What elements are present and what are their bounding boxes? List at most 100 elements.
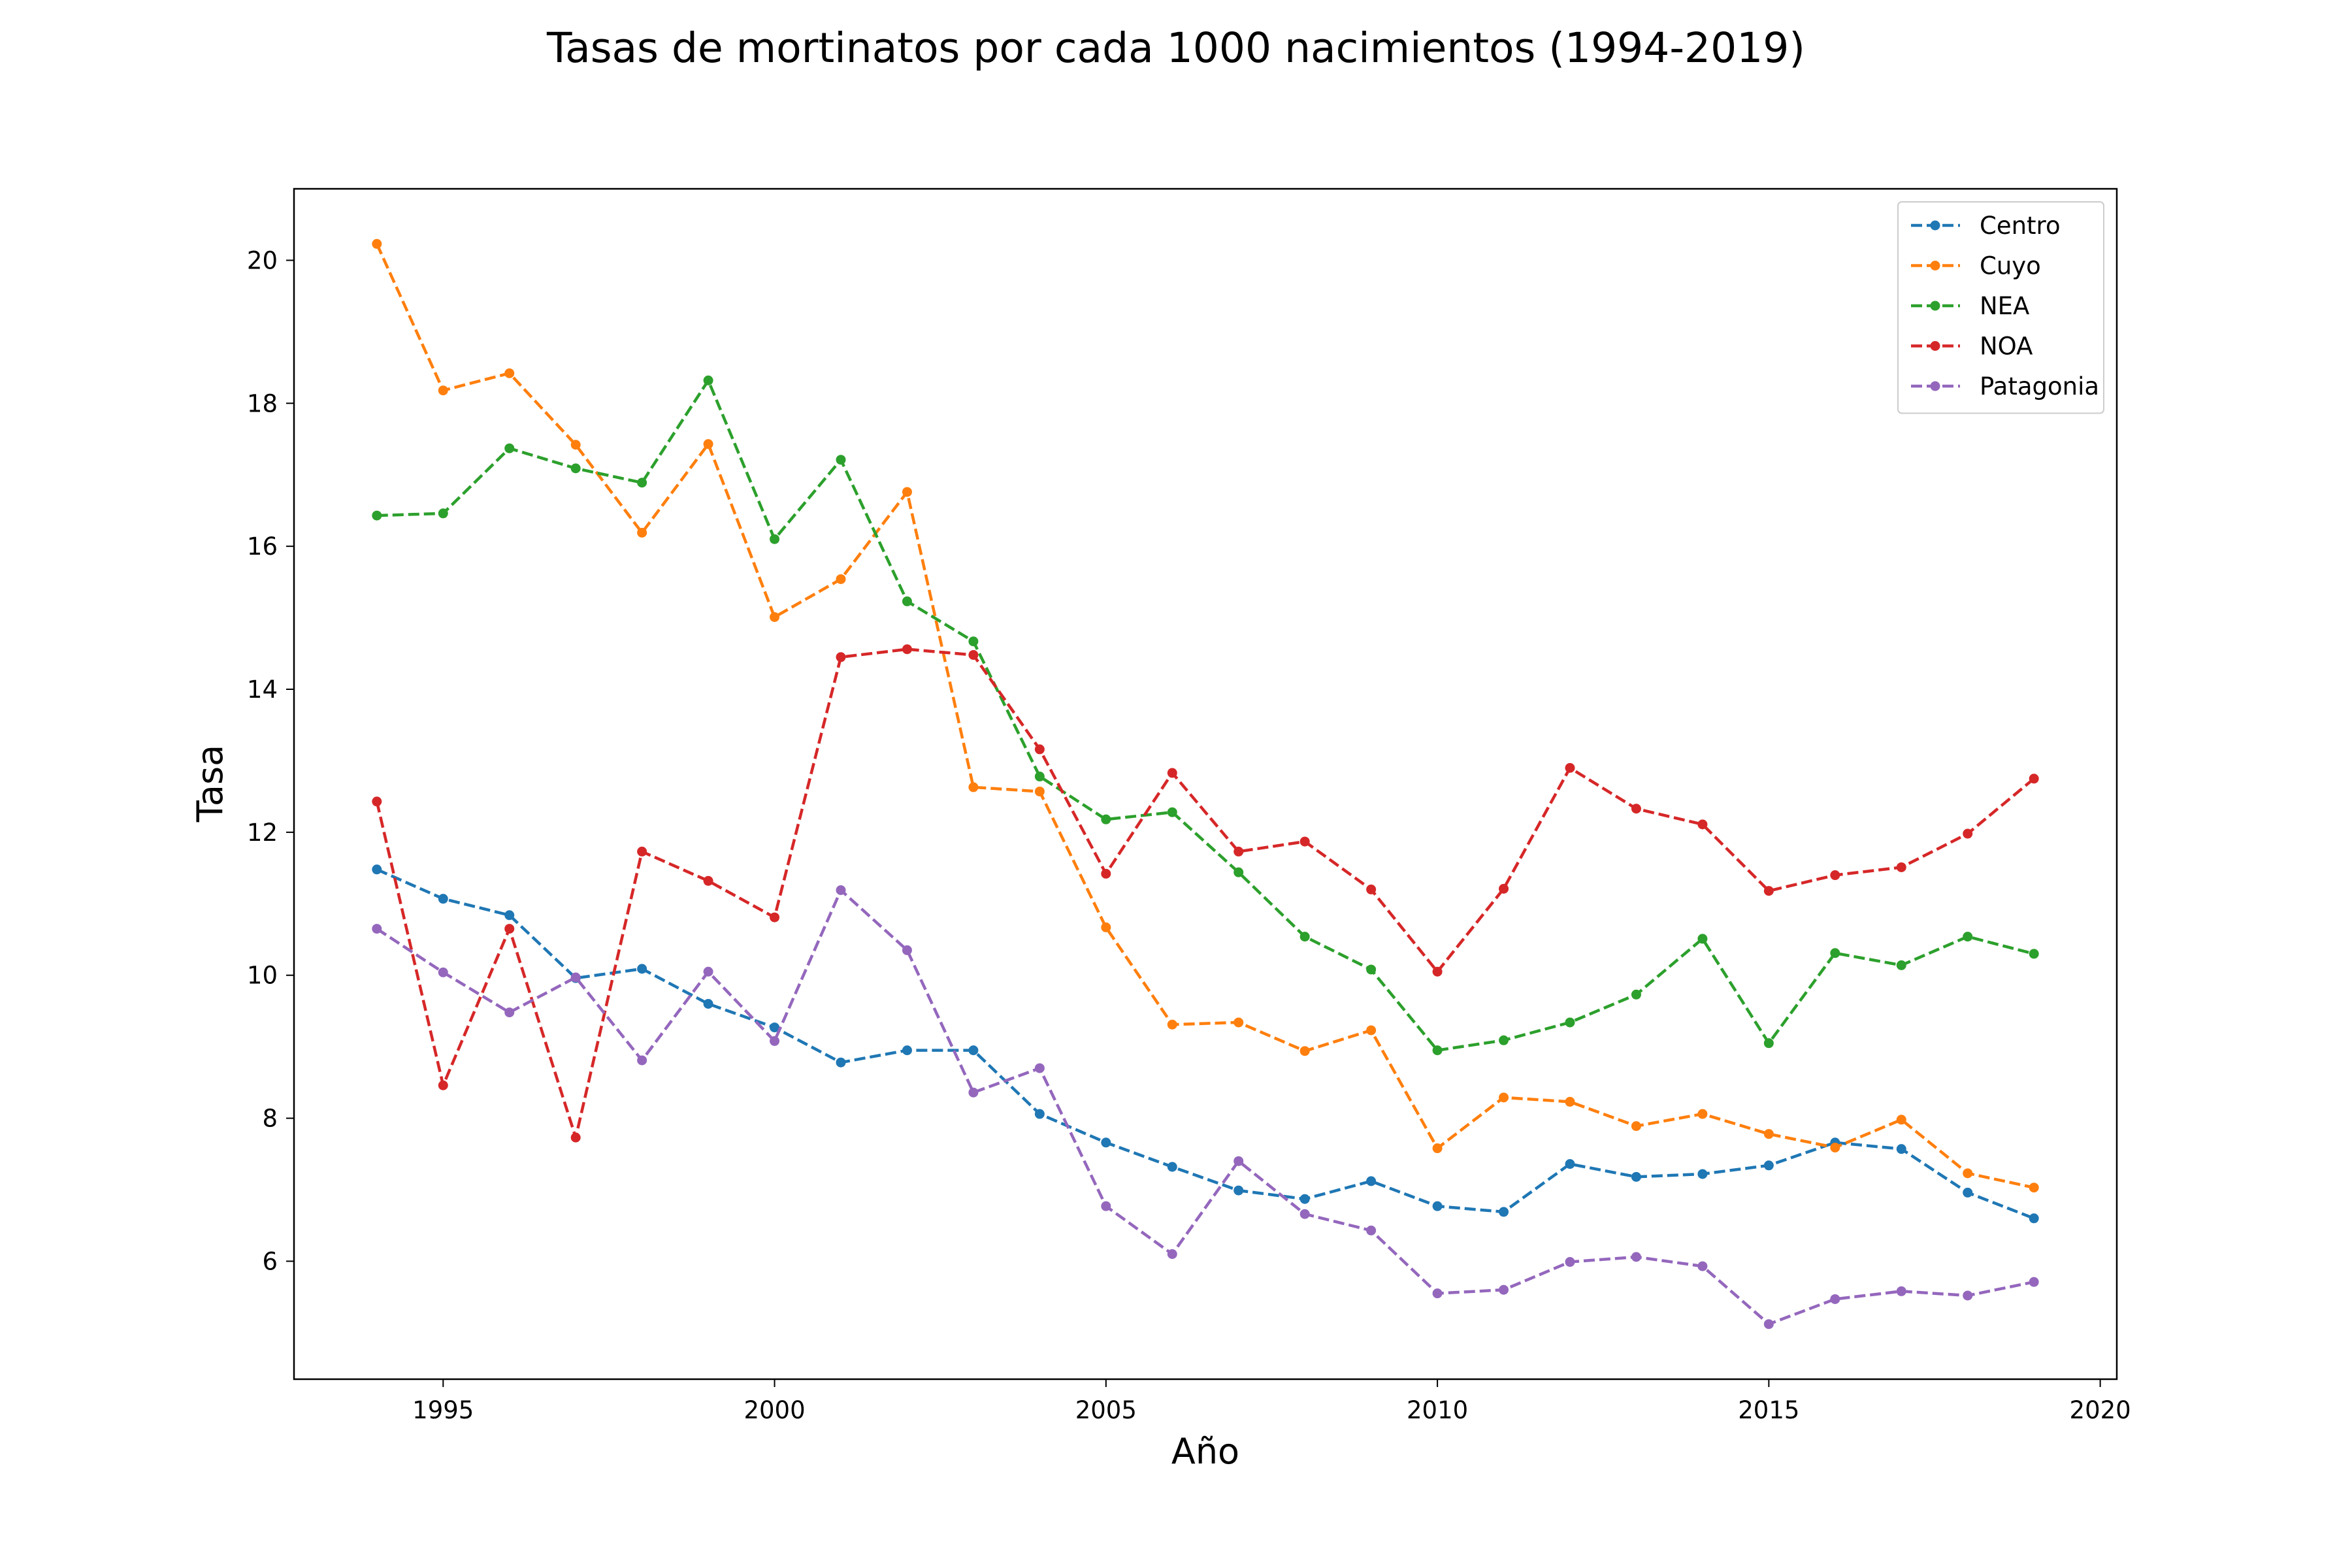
data-point-centro — [1299, 1194, 1310, 1204]
data-point-cuyo — [570, 440, 581, 450]
data-point-nea — [902, 596, 912, 606]
data-point-cuyo — [438, 385, 448, 396]
data-point-centro — [504, 910, 515, 921]
x-tick-label: 2015 — [1738, 1396, 1799, 1424]
data-point-noa — [770, 912, 780, 923]
data-point-patagonia — [2029, 1277, 2039, 1287]
data-point-centro — [2029, 1213, 2039, 1224]
data-point-cuyo — [372, 238, 382, 249]
legend-box — [1897, 201, 2104, 414]
data-point-patagonia — [1101, 1201, 1111, 1211]
data-point-cuyo — [1299, 1046, 1310, 1056]
data-point-noa — [637, 846, 647, 857]
legend-marker-patagonia — [1930, 381, 1940, 391]
data-point-nea — [570, 463, 581, 474]
data-point-centro — [438, 894, 448, 904]
data-point-nea — [1763, 1038, 1774, 1049]
data-point-noa — [570, 1132, 581, 1143]
data-point-noa — [1167, 768, 1177, 778]
y-tick-label: 10 — [247, 962, 278, 990]
data-point-cuyo — [1499, 1092, 1509, 1103]
legend-label-centro: Centro — [1980, 212, 2061, 240]
data-point-patagonia — [1432, 1288, 1443, 1299]
data-point-cuyo — [1101, 922, 1111, 932]
data-point-noa — [504, 924, 515, 934]
data-point-nea — [1167, 807, 1177, 817]
data-point-noa — [1233, 846, 1244, 857]
data-point-cuyo — [1830, 1142, 1840, 1152]
data-point-nea — [1366, 964, 1377, 975]
y-tick-label: 12 — [247, 819, 278, 847]
data-point-patagonia — [438, 967, 448, 977]
data-point-cuyo — [1034, 786, 1045, 796]
data-point-nea — [637, 478, 647, 488]
data-point-centro — [1631, 1171, 1641, 1182]
data-point-noa — [1499, 883, 1509, 894]
y-tick-label: 14 — [247, 676, 278, 704]
legend: Centro Cuyo NEA NOA Patagonia — [1897, 201, 2104, 414]
legend-item-patagonia: Patagonia — [1911, 372, 2099, 400]
data-point-cuyo — [1167, 1019, 1177, 1030]
data-point-cuyo — [2029, 1183, 2039, 1193]
data-point-patagonia — [1565, 1257, 1575, 1267]
y-tick-label: 16 — [247, 532, 278, 561]
data-point-cuyo — [770, 612, 780, 622]
data-point-nea — [1101, 814, 1111, 825]
data-point-patagonia — [1366, 1225, 1377, 1235]
x-tick-label: 2010 — [1407, 1396, 1468, 1424]
legend-marker-cuyo — [1930, 261, 1940, 270]
data-point-noa — [1432, 966, 1443, 977]
y-tick-label: 18 — [247, 389, 278, 417]
data-point-patagonia — [372, 924, 382, 934]
data-point-noa — [1034, 744, 1045, 755]
data-point-nea — [1697, 934, 1708, 944]
series-line-patagonia — [376, 889, 2034, 1326]
y-tick-label: 6 — [262, 1247, 278, 1275]
x-tick-label: 1995 — [412, 1396, 474, 1424]
series-line-cuyo — [375, 243, 2034, 1189]
data-point-patagonia — [703, 966, 713, 977]
legend-item-nea: NEA — [1911, 292, 2029, 320]
data-point-nea — [438, 508, 448, 519]
series-line-nea — [376, 379, 2034, 1052]
data-point-centro — [968, 1045, 979, 1056]
data-point-cuyo — [1697, 1109, 1708, 1119]
data-point-noa — [1299, 836, 1310, 847]
data-point-noa — [372, 796, 382, 807]
data-point-nea — [504, 443, 515, 453]
data-point-cuyo — [1233, 1017, 1244, 1028]
data-point-centro — [1034, 1109, 1045, 1119]
data-point-patagonia — [1631, 1252, 1641, 1262]
data-point-nea — [1631, 989, 1641, 1000]
y-tick-label: 20 — [247, 246, 278, 274]
y-axis-label: Tasa — [189, 745, 231, 823]
data-point-patagonia — [570, 972, 581, 983]
data-point-patagonia — [1963, 1290, 1973, 1301]
data-point-centro — [1896, 1144, 1906, 1154]
data-point-nea — [1830, 948, 1840, 958]
data-point-patagonia — [836, 885, 846, 896]
data-point-noa — [1631, 804, 1641, 814]
data-point-centro — [1167, 1162, 1177, 1172]
data-point-nea — [836, 455, 846, 465]
data-point-patagonia — [770, 1036, 780, 1046]
data-point-cuyo — [1432, 1143, 1443, 1154]
y-axis-ticks: 6 8 10 12 14 16 18 20 — [247, 246, 294, 1275]
chart-title: Tasas de mortinatos por cada 1000 nacimi… — [546, 24, 1805, 72]
data-point-nea — [1565, 1017, 1575, 1028]
legend-label-patagonia: Patagonia — [1980, 372, 2099, 400]
data-point-centro — [1565, 1159, 1575, 1169]
data-point-nea — [968, 636, 979, 647]
data-point-nea — [1034, 772, 1045, 782]
data-point-patagonia — [1830, 1294, 1840, 1304]
x-tick-label: 2000 — [743, 1396, 805, 1424]
data-point-patagonia — [1697, 1261, 1708, 1271]
series-centro — [372, 864, 2039, 1224]
plot-area: 1995 2000 2005 2010 2015 2020 6 8 10 12 14 16 18 20 — [247, 188, 2131, 1424]
series-patagonia — [372, 885, 2039, 1330]
data-point-centro — [703, 998, 713, 1009]
data-point-patagonia — [1233, 1156, 1244, 1166]
data-point-centro — [770, 1022, 780, 1033]
data-point-cuyo — [902, 487, 912, 497]
